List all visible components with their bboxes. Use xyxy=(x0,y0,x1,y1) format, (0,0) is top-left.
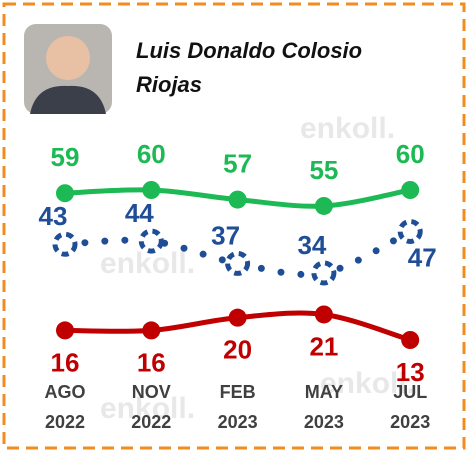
data-label: 47 xyxy=(408,242,437,272)
data-label: 44 xyxy=(125,198,154,228)
data-label: 20 xyxy=(223,335,252,365)
photo-face xyxy=(46,36,90,80)
data-label: 34 xyxy=(297,230,326,260)
x-tick-label: 2023 xyxy=(304,412,344,432)
chart-title: Luis Donaldo Colosio Riojas xyxy=(136,34,406,102)
point xyxy=(314,263,334,283)
x-tick-label: AGO xyxy=(44,382,85,402)
data-label: 37 xyxy=(211,220,240,250)
data-label: 60 xyxy=(396,139,425,169)
x-tick-label: 2023 xyxy=(218,412,258,432)
data-label: 21 xyxy=(309,331,338,361)
page: enkoll.enkoll.enkoll.enkoll.596057556043… xyxy=(0,0,468,452)
point xyxy=(228,253,248,273)
point xyxy=(142,321,160,339)
point xyxy=(315,197,333,215)
point xyxy=(229,309,247,327)
x-tick-label: NOV xyxy=(132,382,171,402)
x-tick-label: MAY xyxy=(305,382,343,402)
point xyxy=(400,221,420,241)
watermark: enkoll. xyxy=(300,112,395,145)
x-tick-label: JUL xyxy=(393,382,427,402)
data-label: 60 xyxy=(137,139,166,169)
point xyxy=(55,234,75,254)
point xyxy=(315,305,333,323)
data-label: 16 xyxy=(51,347,80,377)
point xyxy=(401,181,419,199)
data-label: 57 xyxy=(223,148,252,178)
data-label: 55 xyxy=(309,155,338,185)
x-tick-label: 2023 xyxy=(390,412,430,432)
point xyxy=(229,191,247,209)
data-label: 43 xyxy=(39,201,68,231)
x-tick-label: 2022 xyxy=(131,412,171,432)
x-tick-label: FEB xyxy=(220,382,256,402)
x-tick-label: 2022 xyxy=(45,412,85,432)
point xyxy=(142,181,160,199)
point xyxy=(141,231,161,251)
point xyxy=(401,331,419,349)
point xyxy=(56,184,74,202)
point xyxy=(56,321,74,339)
data-label: 16 xyxy=(137,347,166,377)
data-label: 59 xyxy=(51,142,80,172)
